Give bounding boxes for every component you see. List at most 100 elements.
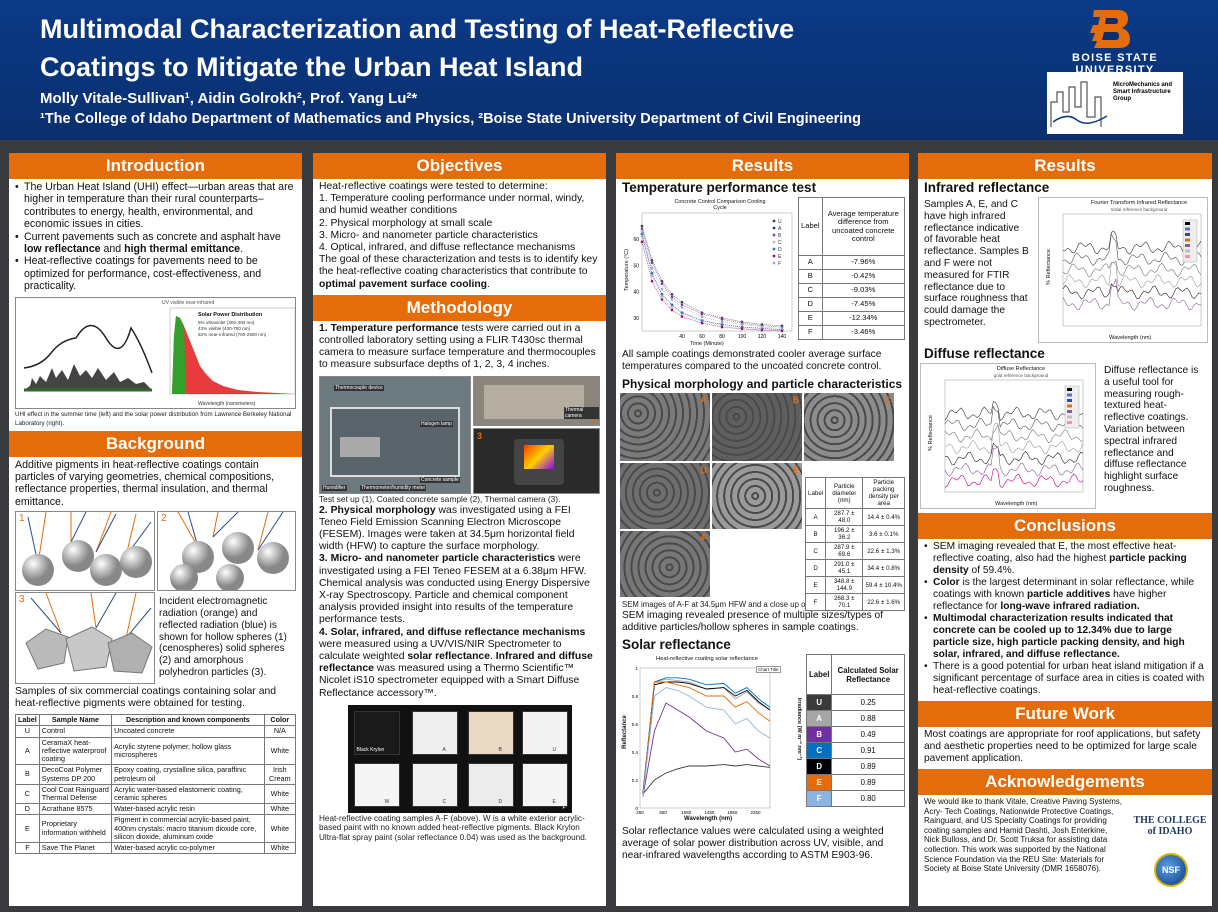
title-line-1: Multimodal Characterization and Testing … xyxy=(40,14,795,44)
solar-chart-title: Solar Power Distribution xyxy=(198,311,263,318)
objectives-line: 1. Temperature cooling performance under… xyxy=(319,193,585,217)
legend-swatch xyxy=(1185,222,1190,225)
photo-label: Thermal camera xyxy=(564,406,599,419)
table-cell: Pigment in commercial acrylic-based pain… xyxy=(111,814,265,843)
legend-entry: B xyxy=(778,233,782,239)
temp-point xyxy=(720,320,724,324)
legend-swatch xyxy=(1067,415,1072,419)
sample-label: E xyxy=(552,798,556,805)
table-cell: Epoxy coating, crystalline silica, paraf… xyxy=(111,764,265,785)
table-cell: 34.4 ± 0.8% xyxy=(862,559,905,577)
table-header: Label xyxy=(805,654,833,695)
sample-swatch: B xyxy=(805,726,833,743)
background-heading: Background xyxy=(9,430,302,457)
solar-series-C xyxy=(642,677,771,795)
conclusion-bullet: Color is the largest determinant in sola… xyxy=(924,577,1206,613)
step-text: were investigated using a FEI Teneo FESE… xyxy=(319,553,590,626)
x-tick-label: 650 xyxy=(659,810,667,815)
diffuse-chart-title: Diffuse Reflectance xyxy=(996,366,1046,372)
table-cell: 0.49 xyxy=(831,726,905,743)
spectrum-line xyxy=(1062,277,1202,312)
sem-image: E xyxy=(712,463,802,529)
diagram-label-3: 3 xyxy=(19,594,25,606)
objectives-goal: The goal of these characterization and t… xyxy=(319,254,600,291)
legend-entry: D xyxy=(778,247,782,253)
goal-text: The goal of these characterization and t… xyxy=(319,254,598,278)
table-row: D Acrathane 8575 Water-based acrylic resin… xyxy=(15,803,297,816)
table-row: A 287.7 ± 48.0 14.4 ± 0.4% xyxy=(804,508,905,526)
y-tick-label: 1 xyxy=(635,666,638,671)
table-cell: U xyxy=(15,725,40,738)
spectrum-line xyxy=(944,445,1084,478)
test-setup-photos: Thermocouple device Halogen lamp Humidif… xyxy=(319,375,600,494)
table-cell: -7.96% xyxy=(821,255,906,270)
legend-uv: 5% ultraviolet (300-400 nm) xyxy=(198,319,255,325)
temp-series-D xyxy=(641,233,783,330)
table-cell: -0.42% xyxy=(821,269,906,284)
lab-name: MicroMechanics and Smart Infrastructure … xyxy=(1113,82,1173,102)
temp-point xyxy=(720,325,724,329)
solar-chart-legend: Chart Title xyxy=(756,666,781,673)
diffuse-y-label: % Reflectance xyxy=(928,414,935,452)
table-cell: 59.4 ± 10.4% xyxy=(862,576,905,594)
legend-swatch xyxy=(1185,244,1190,247)
step-number: 2. xyxy=(319,504,328,516)
table-cell: Proprietary information withheld xyxy=(38,814,113,843)
table-cell: Uncoated concrete xyxy=(111,725,265,738)
diagram-description: Incident electromagnetic radiation (oran… xyxy=(159,596,287,679)
particle-diagram-row: 1 2 xyxy=(15,511,296,592)
spectrum-line xyxy=(1062,232,1202,266)
temperature-subheading: Temperature performance test xyxy=(622,180,817,195)
objectives-line: 2. Physical morphology at small scale xyxy=(319,217,493,229)
photo-number: 3 xyxy=(477,430,483,441)
table-row: E 348.8 ± 144.9 59.4 ± 10.4% xyxy=(804,576,905,594)
table-cell: A xyxy=(798,255,823,270)
methodology-step-4: 4. Solar, infrared, and diffuse reflecta… xyxy=(319,627,600,700)
step-title: Temperature performance xyxy=(330,322,459,334)
solar-power-chart: UV visible near-infrared Solar Power Dis… xyxy=(158,297,295,408)
temp-point xyxy=(660,295,664,299)
solar-x-label: Wavelength (nm) xyxy=(684,816,733,822)
table-row: E -12.34% xyxy=(798,311,906,326)
college-of-idaho-logo: THE COLLEGE of IDAHO xyxy=(1133,815,1207,837)
sem-caption: SEM images of A-F at 34.5μm HFW and a cl… xyxy=(622,600,884,609)
temp-point xyxy=(660,292,664,296)
polyhedron-row: 3 Incident electromagnetic radiation (or… xyxy=(15,592,296,685)
table-cell: Acrathane 8575 xyxy=(38,803,113,816)
table-cell: N/A xyxy=(263,725,297,738)
table-cell: E xyxy=(804,576,827,594)
legend-swatch xyxy=(1185,233,1190,236)
column-4: Results Infrared reflectance Samples A, … xyxy=(918,153,1212,906)
temp-y-label: Temperature (°C) xyxy=(624,248,631,292)
infrared-section: Samples A, E, and C have high infrared r… xyxy=(918,197,1212,345)
coating-sample: E xyxy=(521,762,568,807)
table-cell: C xyxy=(798,283,823,298)
x-tick-label: 100 xyxy=(738,334,747,340)
table-cell: 0.80 xyxy=(831,790,905,807)
table-cell: C xyxy=(804,542,827,560)
x-tick-label: 1450 xyxy=(704,810,715,815)
table-header: Label xyxy=(15,714,40,727)
solid-sphere-diagram: 2 xyxy=(157,511,296,592)
temp-point xyxy=(740,327,744,331)
results-heading-2: Results xyxy=(918,153,1212,179)
ftir-chart: Fourier Transform Infrared Reflectance I… xyxy=(1038,197,1208,343)
solar-note: Solar reflectance values were calculated… xyxy=(622,826,884,861)
table-header: Color xyxy=(263,714,297,727)
legend-swatch xyxy=(1067,393,1072,397)
hollow-sphere-icon xyxy=(22,512,152,587)
spectrum-line xyxy=(944,422,1084,455)
polyhedron-icon xyxy=(25,593,153,674)
x-tick-label: 1850 xyxy=(727,810,738,815)
step-sep: . xyxy=(489,651,496,663)
legend-marker xyxy=(772,254,776,258)
step-bold: Infrared and diffuse reflectance xyxy=(319,651,593,675)
intro-bullet: The Urban Heat Island (UHI) effect—urban… xyxy=(15,181,296,231)
table-cell: 0.91 xyxy=(831,742,905,759)
table-row: E Proprietary information withheld Pigment… xyxy=(15,814,297,843)
y-tick-label: 50 xyxy=(633,263,639,269)
authors: Molly Vitale-Sullivan¹, Aidin Golrokh², … xyxy=(40,90,418,107)
temp-chart-title: Concrete Control Comparison Cooling Cycl… xyxy=(674,199,766,211)
temp-series-B xyxy=(641,228,783,328)
